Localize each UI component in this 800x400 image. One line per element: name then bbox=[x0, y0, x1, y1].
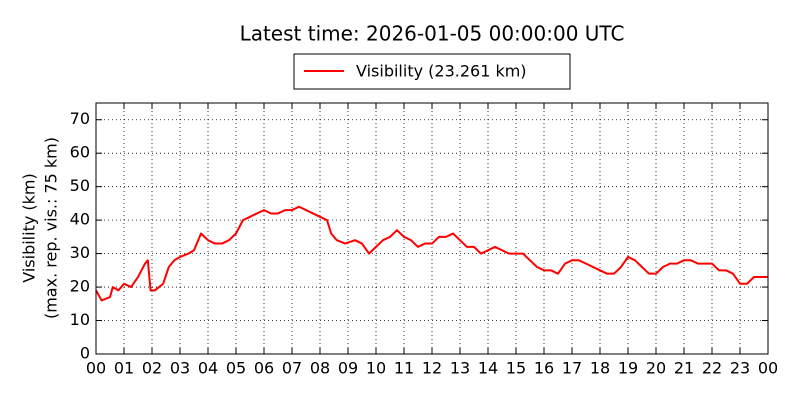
x-tick-label: 16 bbox=[534, 359, 554, 378]
x-tick-label: 19 bbox=[618, 359, 638, 378]
x-tick-label: 12 bbox=[422, 359, 442, 378]
legend-label: Visibility (23.261 km) bbox=[356, 62, 527, 81]
x-tick-label: 07 bbox=[282, 359, 302, 378]
x-tick-label: 00 bbox=[758, 359, 778, 378]
x-tick-label: 03 bbox=[170, 359, 190, 378]
x-tick-label: 18 bbox=[590, 359, 610, 378]
x-tick-label: 04 bbox=[198, 359, 218, 378]
y-axis-label: (max. rep. vis.: 75 km) bbox=[42, 137, 61, 319]
y-tick-label: 40 bbox=[70, 210, 90, 229]
x-tick-label: 22 bbox=[702, 359, 722, 378]
x-tick-label: 15 bbox=[506, 359, 526, 378]
x-tick-label: 00 bbox=[86, 359, 106, 378]
y-tick-label: 0 bbox=[80, 344, 90, 363]
y-tick-label: 10 bbox=[70, 310, 90, 329]
line bbox=[95, 205, 768, 302]
x-tick-label: 17 bbox=[562, 359, 582, 378]
y-tick-label: 20 bbox=[70, 277, 90, 296]
chart-title: Latest time: 2026-01-05 00:00:00 UTC bbox=[240, 22, 625, 46]
y-tick-label: 50 bbox=[70, 176, 90, 195]
x-tick-label: 02 bbox=[142, 359, 162, 378]
x-tick-label: 23 bbox=[730, 359, 750, 378]
plot-frame bbox=[95, 102, 769, 355]
x-tick-label: 05 bbox=[226, 359, 246, 378]
x-tick-label: 13 bbox=[450, 359, 470, 378]
x-tick-label: 14 bbox=[478, 359, 498, 378]
x-tick-label: 01 bbox=[114, 359, 134, 378]
x-tick-label: 09 bbox=[338, 359, 358, 378]
y-tick-label: 30 bbox=[70, 243, 90, 262]
x-tick-label: 10 bbox=[366, 359, 386, 378]
y-tick-label: 70 bbox=[70, 109, 90, 128]
x-tick-label: 21 bbox=[674, 359, 694, 378]
y-axis-label: Visibility (km) bbox=[20, 173, 39, 282]
x-tick-label: 20 bbox=[646, 359, 666, 378]
y-tick-label: 60 bbox=[70, 143, 90, 162]
x-tick-label: 08 bbox=[310, 359, 330, 378]
x-tick-label: 11 bbox=[394, 359, 414, 378]
x-tick-label: 06 bbox=[254, 359, 274, 378]
